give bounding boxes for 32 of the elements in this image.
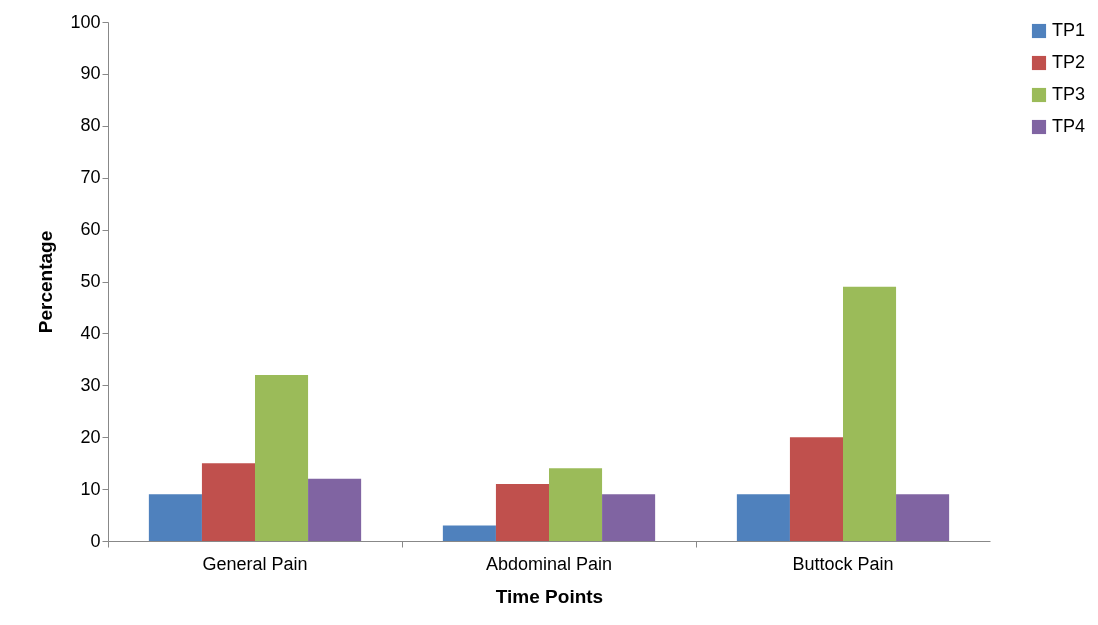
y-tick-label: 60 <box>80 219 101 240</box>
x-tick-label: Buttock Pain <box>792 553 894 574</box>
legend-label: TP1 <box>1052 20 1086 40</box>
bar <box>495 483 549 541</box>
y-tick-label: 90 <box>80 63 101 84</box>
y-tick-label: 10 <box>80 478 101 499</box>
legend-label: TP4 <box>1052 116 1086 136</box>
x-tick-label: Abdominal Pain <box>485 553 613 574</box>
y-tick-label: 70 <box>80 167 101 188</box>
y-tick-label: 50 <box>80 271 101 291</box>
bar <box>843 286 897 541</box>
bar <box>602 494 656 541</box>
y-tick-label: 40 <box>80 322 101 343</box>
bar <box>736 494 790 541</box>
bar <box>255 374 309 541</box>
bar <box>549 468 603 541</box>
bar <box>442 525 496 541</box>
bar <box>201 463 255 541</box>
bar <box>308 478 362 541</box>
x-axis-title: Time Points <box>495 585 604 607</box>
y-tick-label: 20 <box>80 426 101 447</box>
y-tick-label: 30 <box>80 374 101 395</box>
y-axis-title: Percentage <box>35 230 57 334</box>
bar <box>896 494 950 541</box>
legend-label: TP3 <box>1052 84 1086 104</box>
y-tick-label: 80 <box>80 115 101 136</box>
bar <box>789 437 843 541</box>
y-tick-label: 100 <box>70 11 101 32</box>
legend-label: TP2 <box>1052 52 1086 72</box>
bar <box>148 494 202 541</box>
x-tick-label: General Pain <box>202 553 308 574</box>
y-tick-label: 0 <box>90 530 101 551</box>
